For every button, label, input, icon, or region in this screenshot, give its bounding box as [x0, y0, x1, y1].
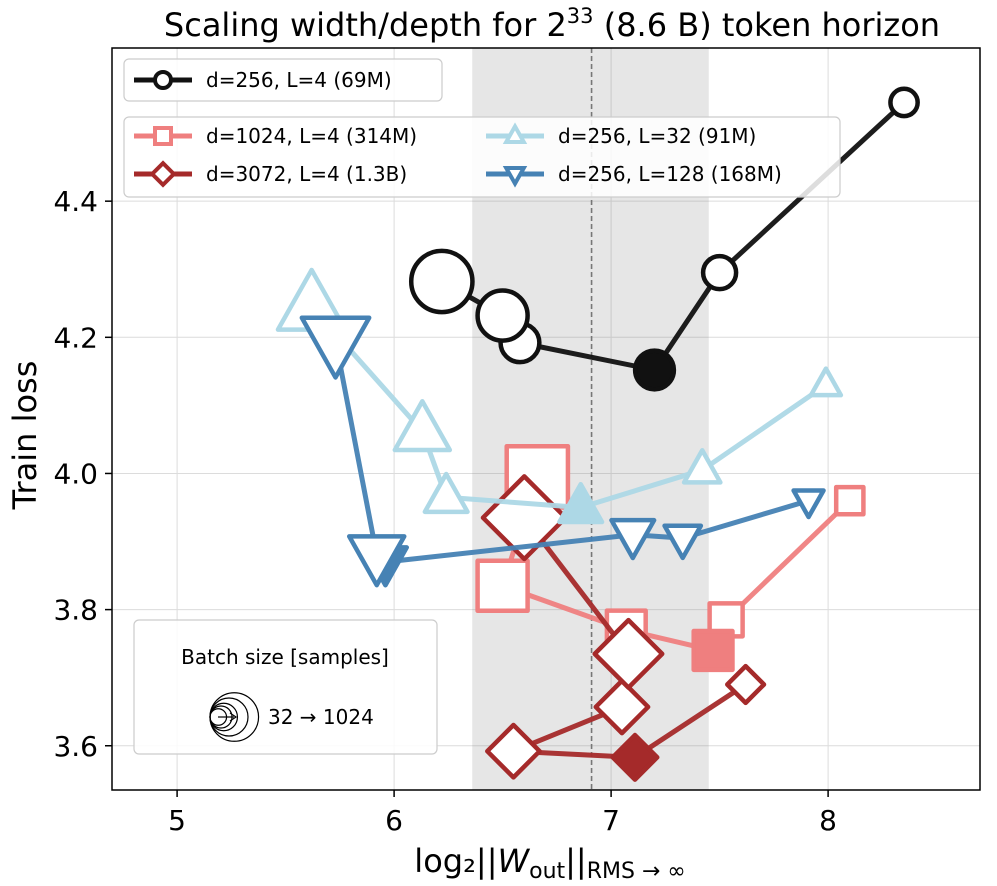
legend-batch-size: Batch size [samples] 32 → 1024 — [133, 619, 438, 755]
y-axis-label: Train loss — [6, 361, 44, 511]
data-point — [662, 523, 704, 561]
legend-marker — [502, 166, 528, 188]
data-point — [632, 348, 677, 392]
legend-batch-title: Batch size [samples] — [181, 645, 389, 669]
legend-marker — [153, 126, 173, 146]
series-0 — [408, 86, 920, 392]
legend-top-box — [123, 58, 443, 102]
legend-main: d=1024, L=4 (314M) d=256, L=32 (91M) d=307… — [123, 116, 841, 198]
legend-entry: d=256, L=128 (168M) — [486, 162, 782, 188]
data-point — [707, 601, 745, 639]
x-tick-label: 8 — [819, 804, 837, 837]
title-superscript: 33 — [567, 4, 594, 28]
legend-marker — [153, 70, 174, 90]
y-tick-label: 3.8 — [53, 594, 98, 627]
data-point — [791, 488, 826, 520]
data-point — [475, 288, 530, 343]
series-4 — [299, 315, 826, 588]
data-point — [593, 678, 651, 736]
data-point — [691, 628, 735, 673]
legend-label: d=3072, L=4 (1.3B) — [206, 162, 407, 186]
legend-label: d=256, L=128 (168M) — [558, 162, 782, 186]
chart-title: Scaling width/depth for 233 (8.6 B) toke… — [164, 4, 940, 44]
data-point — [346, 534, 407, 588]
data-point — [888, 86, 920, 119]
series-line — [333, 340, 810, 565]
data-point — [609, 517, 657, 561]
series-1 — [475, 444, 866, 673]
series-line — [510, 516, 748, 760]
axes-frame — [111, 47, 981, 791]
y-tick-label: 3.6 — [53, 730, 98, 763]
legend-label: d=1024, L=4 (314M) — [206, 124, 417, 148]
x-tick-label: 6 — [385, 804, 403, 837]
data-point — [422, 471, 470, 515]
x-tick-label: 5 — [168, 804, 186, 837]
data-point — [592, 617, 665, 690]
data-point — [408, 248, 475, 315]
series-3 — [275, 267, 844, 525]
legend-entry: d=256, L=32 (91M) — [486, 122, 756, 148]
axes-border — [111, 47, 981, 791]
data-point — [681, 448, 723, 485]
y-tick-label: 4.4 — [53, 185, 98, 218]
data-point — [833, 484, 866, 517]
ticks: 5 6 7 8 3.6 3.8 4.0 4.2 4.4 — [53, 185, 837, 837]
series-line — [309, 305, 828, 510]
legend-batch-box — [133, 619, 438, 755]
batch-size-arrowhead — [229, 712, 238, 722]
batch-size-circle — [209, 692, 260, 742]
data-point — [475, 558, 530, 614]
data-point — [725, 663, 767, 706]
y-tick-label: 4.0 — [53, 457, 98, 490]
legend-batch-range: 32 → 1024 — [268, 705, 374, 729]
data-point — [299, 315, 372, 380]
x-tick-label: 7 — [602, 804, 620, 837]
y-tick-label: 4.2 — [53, 321, 98, 354]
legend-label: d=256, L=4 (69M) — [206, 68, 392, 92]
data-point — [557, 481, 605, 525]
series-group — [275, 86, 920, 782]
legends: d=256, L=4 (69M) d=1024, L=4 (314M) d=256,… — [123, 58, 841, 755]
legend-entry: d=3072, L=4 (1.3B) — [134, 160, 407, 188]
x-axis-label: log₂||Wout||RMS → ∞ — [414, 842, 685, 884]
legend-top: d=256, L=4 (69M) — [123, 58, 443, 102]
legend-marker — [149, 160, 177, 188]
data-point — [485, 722, 542, 780]
legend-entry: d=256, L=4 (69M) — [134, 68, 392, 92]
data-point — [610, 732, 660, 782]
legend-entry: d=1024, L=4 (314M) — [134, 124, 417, 148]
data-point — [808, 366, 844, 398]
legend-main-box — [123, 116, 841, 198]
data-point — [700, 253, 739, 292]
series-2 — [480, 474, 767, 782]
data-point — [392, 399, 453, 453]
legend-marker — [502, 122, 528, 144]
legend-label: d=256, L=32 (91M) — [558, 124, 756, 148]
